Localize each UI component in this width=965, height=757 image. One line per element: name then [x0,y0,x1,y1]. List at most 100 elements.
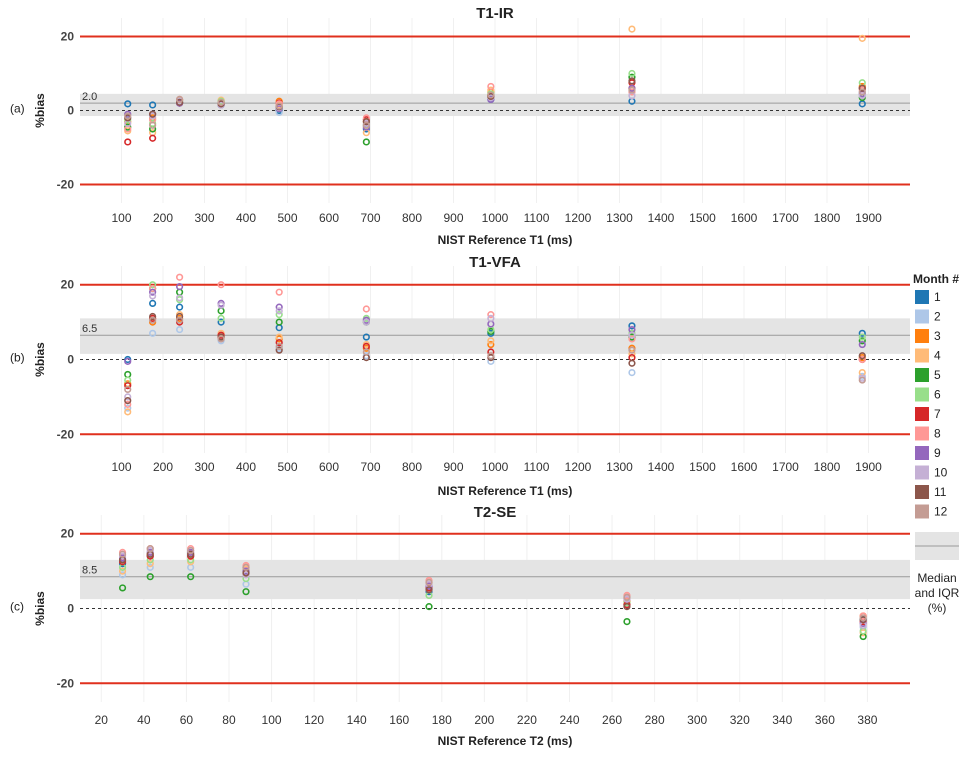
x-axis-label: NIST Reference T1 (ms) [438,233,573,247]
data-point [275,102,283,110]
data-point [149,121,157,129]
data-point [628,354,636,362]
data-point [858,340,866,349]
data-point [149,316,157,324]
data-point [124,382,132,390]
data-point [217,301,225,309]
x-tick-label: 600 [319,211,339,225]
x-axis-label: NIST Reference T2 (ms) [438,734,573,748]
data-point [628,86,636,94]
median-value-label: 8.5 [82,565,97,577]
data-point [124,100,132,108]
x-tick-label: 900 [443,211,463,225]
data-point [176,325,184,334]
legend-label: 7 [934,407,941,421]
x-tick-label: 1300 [606,211,633,225]
x-tick-label: 700 [360,211,380,225]
data-point [858,368,866,377]
x-tick-label: 280 [645,713,665,727]
legend-swatch [915,407,929,421]
x-tick-label: 1200 [565,460,592,474]
y-tick-label: -20 [57,676,75,690]
x-tick-label: 1400 [648,211,675,225]
data-point [124,376,132,384]
data-point [124,370,132,379]
x-tick-label: 1800 [814,460,841,474]
x-tick-label: 600 [319,460,339,474]
data-point [149,284,157,293]
y-tick-label: 0 [67,104,74,118]
x-tick-label: 20 [95,713,109,727]
x-tick-label: 900 [443,460,463,474]
data-point [275,318,283,326]
x-tick-label: 700 [360,460,380,474]
iqr-band [80,93,910,117]
data-point [187,550,195,558]
legend-swatch [915,348,929,363]
x-tick-label: 180 [432,713,452,727]
x-tick-label: 320 [730,713,750,727]
data-point [628,322,636,330]
data-point [146,563,154,571]
legend-swatch [915,504,929,519]
x-tick-label: 1400 [648,460,675,474]
iqr-band [80,318,910,354]
data-point [149,312,157,321]
data-point [628,331,636,339]
data-point [362,348,370,356]
y-axis-label: %bias [33,591,47,626]
data-point [362,305,370,313]
data-point [217,318,225,326]
data-point [187,573,195,581]
legend-label: 1 [934,290,941,304]
x-tick-label: 220 [517,713,537,727]
x-tick-label: 360 [815,713,835,727]
legend-swatch [915,485,929,499]
x-tick-label: 200 [153,211,173,225]
data-point [124,408,132,416]
data-point [362,117,370,126]
data-point [124,404,132,412]
data-point [242,588,250,596]
data-point [425,578,433,586]
data-point [149,329,157,337]
x-tick-label: 1800 [814,211,841,225]
data-point [124,385,132,394]
legend-label: 4 [934,349,941,363]
x-tick-label: 80 [222,713,236,727]
data-point [487,340,495,349]
data-point [217,335,225,343]
x-tick-label: 100 [262,713,282,727]
y-tick-label: 0 [67,353,74,367]
data-point [176,95,184,103]
legend-swatch [915,446,929,460]
data-point [176,312,184,321]
data-point [275,303,283,311]
x-tick-label: 1300 [606,460,633,474]
legend-title: Month # [913,272,959,286]
x-tick-label: 200 [474,713,494,727]
x-tick-label: 40 [137,713,151,727]
data-point [858,333,866,341]
legend-label: 8 [934,427,941,441]
legend-median-label: Median [917,571,956,585]
data-point [623,617,631,626]
data-point [362,318,370,326]
x-tick-label: 340 [772,713,792,727]
data-point [176,316,184,324]
data-point [362,138,370,146]
data-point [628,69,636,78]
x-tick-label: 120 [304,713,324,727]
panel-label: (c) [10,600,24,614]
x-tick-label: 1500 [689,460,716,474]
x-tick-label: 1700 [772,460,799,474]
x-tick-label: 300 [194,460,214,474]
data-point [146,560,154,568]
x-tick-label: 300 [687,713,707,727]
data-point [124,400,132,408]
iqr-band [80,559,910,600]
chart-title: T1-IR [476,5,514,22]
data-point [858,355,866,364]
